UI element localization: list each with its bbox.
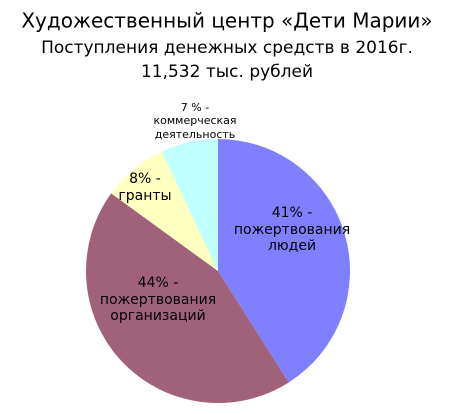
category-label: гранты	[118, 188, 172, 204]
slice-label-box: 8% - гранты	[110, 153, 180, 223]
slice-label-box: 44% - пожертвования организаций	[88, 265, 228, 335]
chart-total: 11,532 тыс. рублей	[141, 62, 313, 82]
chart-subtitle: Поступления денежных средств в 2016г.	[41, 38, 413, 58]
pie-slice	[85, 193, 289, 403]
category-label: пожертвования людей	[233, 221, 351, 255]
pie-slice	[218, 139, 351, 383]
category-label: пожертвования организаций	[99, 291, 217, 325]
value-label: 44% -	[137, 274, 179, 291]
slice-label: 8% -гранты	[110, 153, 180, 223]
value-label: 7 % -	[180, 101, 210, 115]
slice-label-box: 7 % - коммерческая деятельность	[140, 86, 250, 156]
slice-label: 44% -пожертвования организаций	[88, 265, 228, 335]
slice-label: 41% -пожертвования людей	[232, 195, 352, 265]
slice-label-box: 41% - пожертвования людей	[232, 195, 352, 265]
value-label: 41% -	[271, 204, 313, 221]
value-label: 8% -	[129, 171, 161, 188]
chart-title: Художественный центр «Дети Марии»	[21, 9, 432, 33]
category-label: коммерческая деятельность	[153, 114, 237, 141]
pie-slice	[161, 139, 218, 271]
pie-slice	[111, 151, 218, 271]
slice-label: 7 % -коммерческая деятельность	[140, 86, 250, 156]
